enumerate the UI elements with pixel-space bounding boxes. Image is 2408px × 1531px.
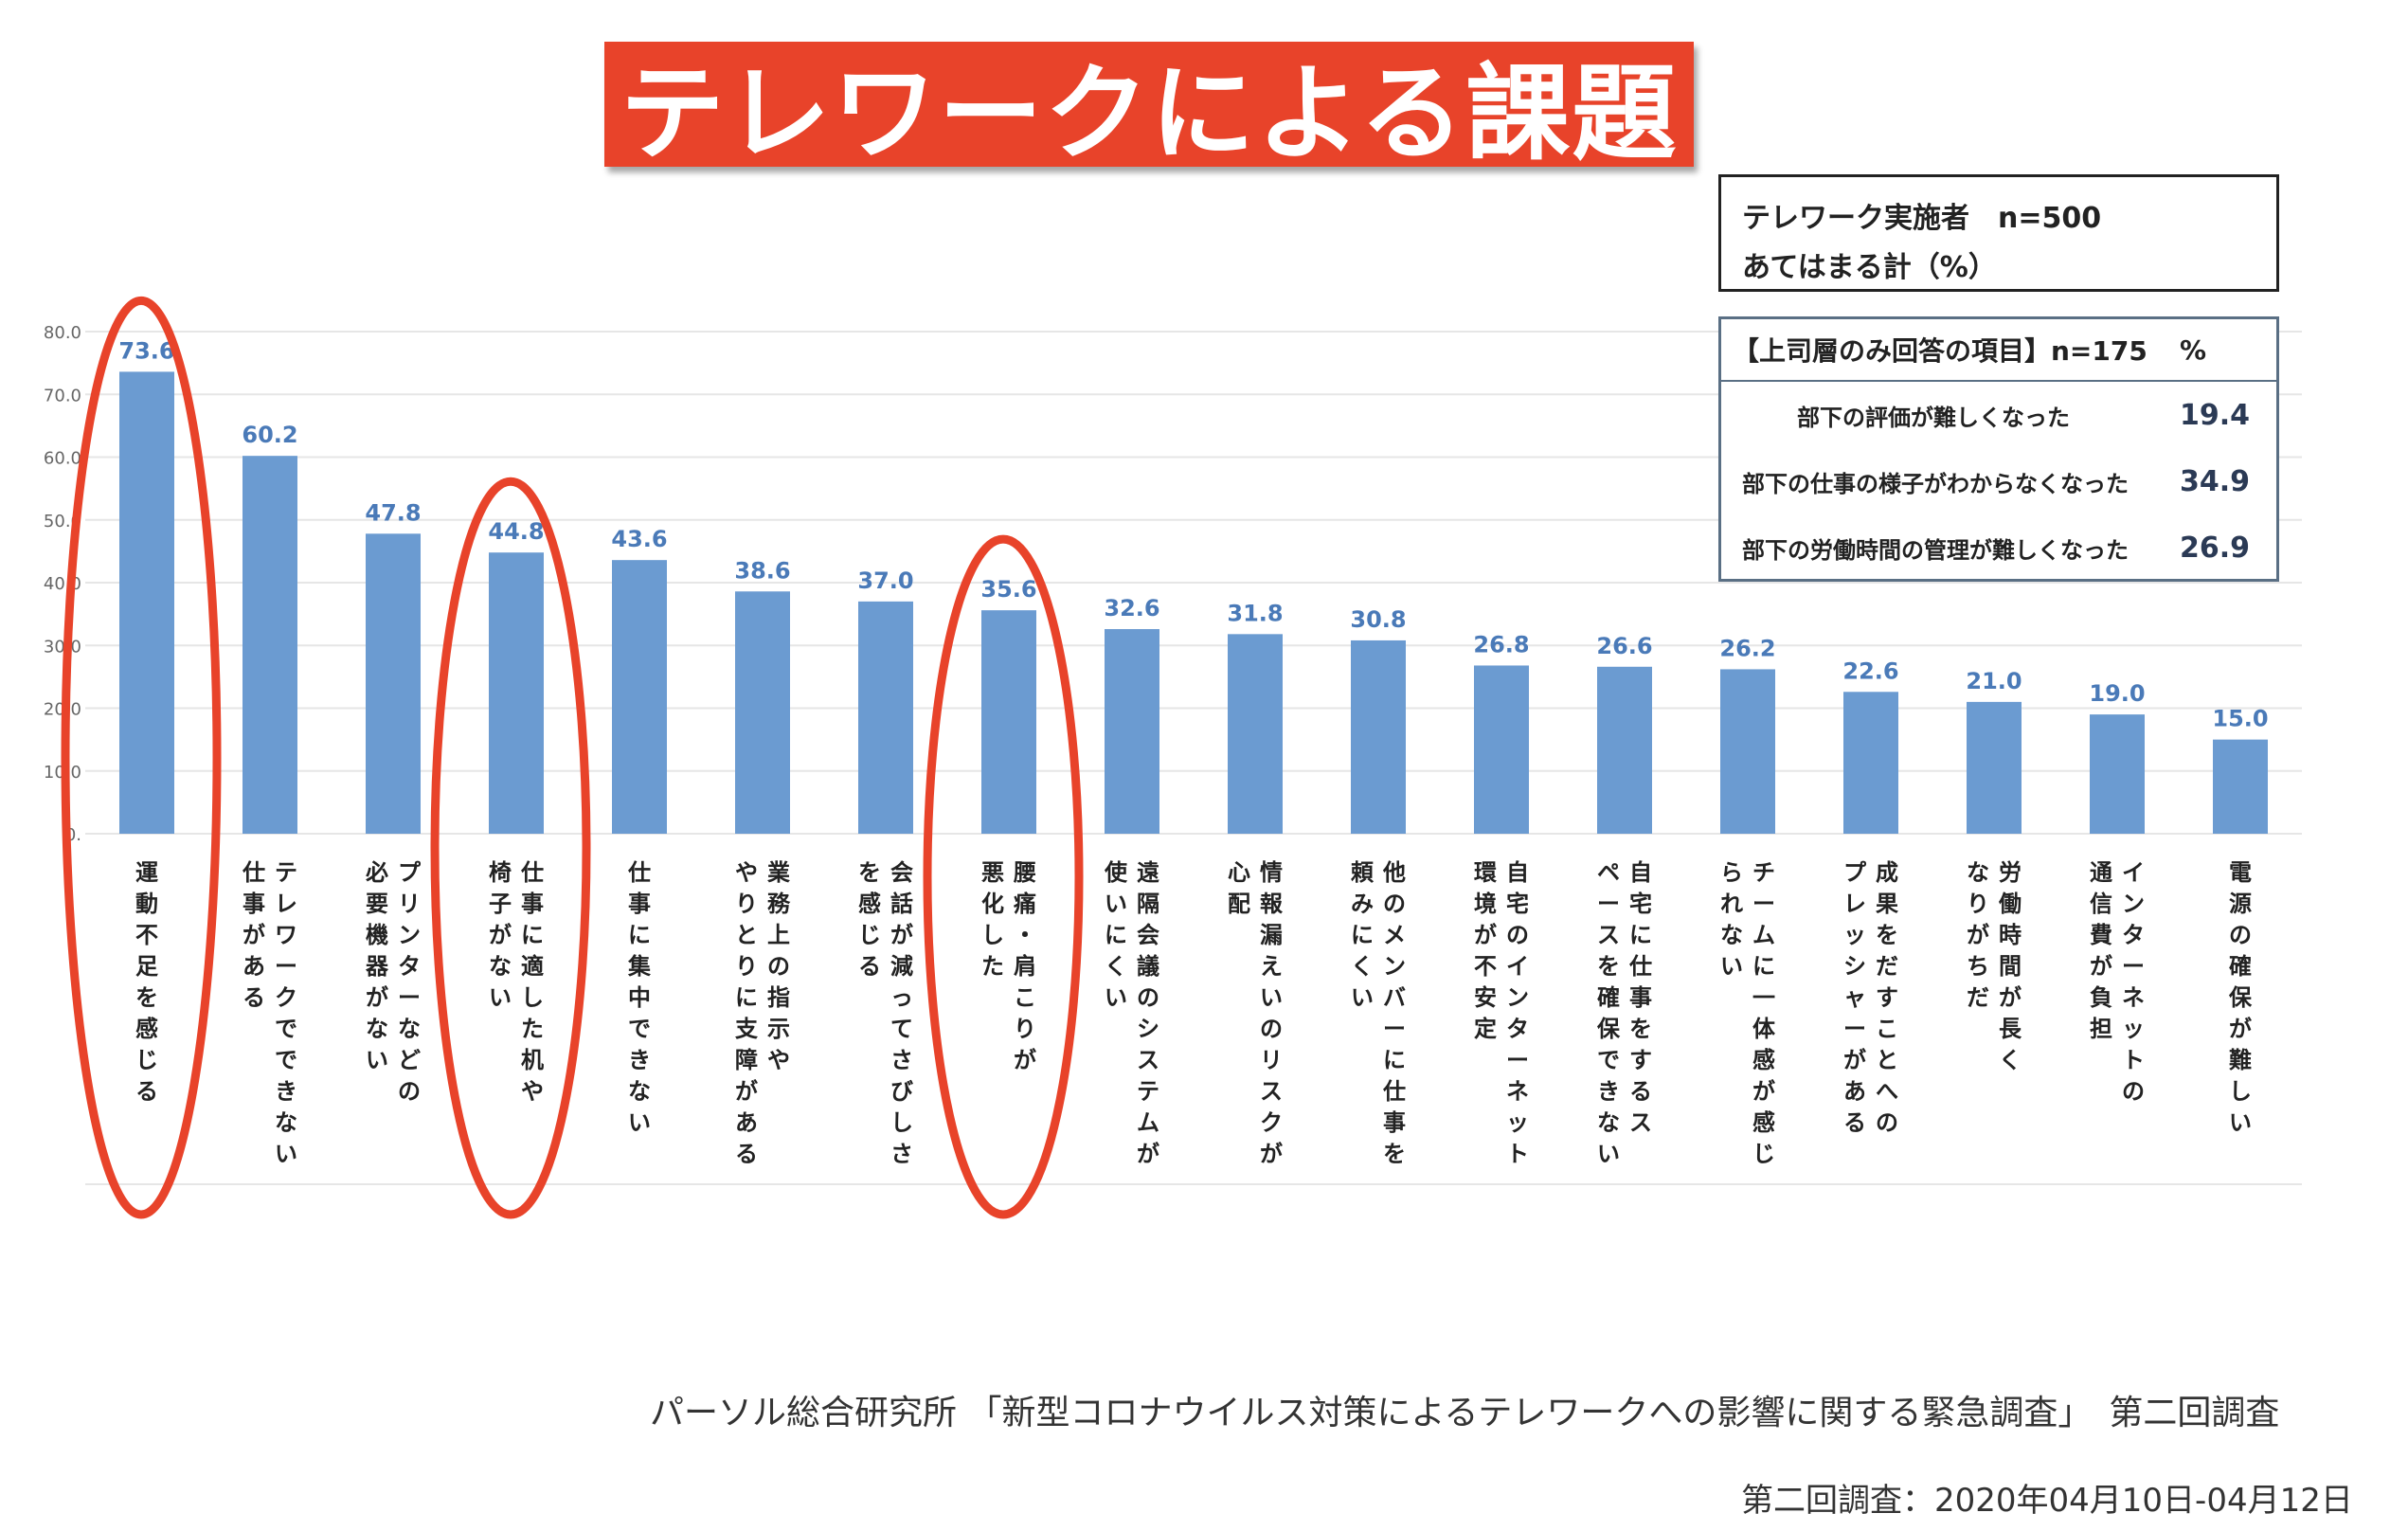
category-label: 業務上の指示や bbox=[767, 859, 791, 1073]
manager-row-label: 部下の労働時間の管理が難しくなった bbox=[1742, 536, 2129, 564]
bar bbox=[119, 371, 174, 834]
bar bbox=[981, 610, 1036, 834]
bar bbox=[2090, 714, 2145, 834]
category-label: テレワークでできない bbox=[275, 859, 297, 1167]
bar bbox=[1351, 639, 1406, 834]
respondent-info-line1: テレワーク実施者 n=500 bbox=[1742, 202, 2102, 235]
bar bbox=[2213, 739, 2268, 834]
bar bbox=[1597, 666, 1652, 834]
category-label: 電源の確保が難しい bbox=[2228, 859, 2253, 1136]
bar-value-label: 38.6 bbox=[734, 557, 790, 584]
category-label: チームに一体感が感じ bbox=[1752, 859, 1776, 1167]
bar-value-label: 26.8 bbox=[1473, 631, 1529, 657]
bar bbox=[1720, 669, 1775, 834]
category-label: なりがちだ bbox=[1967, 859, 1989, 1011]
bar-value-label: 37.0 bbox=[857, 567, 913, 594]
bar-value-label: 15.0 bbox=[2212, 706, 2268, 732]
bar-value-label: 21.0 bbox=[1966, 668, 2022, 694]
highlight-ellipse bbox=[61, 296, 222, 1219]
manager-box-title: 【上司層のみ回答の項目】n=175 bbox=[1733, 335, 2147, 367]
bar bbox=[1843, 692, 1898, 834]
category-label: 情報漏えいのリスクが bbox=[1260, 859, 1284, 1167]
bar bbox=[1967, 701, 2022, 834]
category-label: プリンターなどの bbox=[398, 859, 422, 1105]
respondent-info-box: テレワーク実施者 n=500 あてはまる計（%） bbox=[1718, 174, 2279, 292]
category-label: 会話が減ってさびしさ bbox=[890, 859, 913, 1167]
manager-box-unit: % bbox=[2179, 333, 2206, 366]
category-label: 仕事がある bbox=[242, 859, 265, 1011]
bar bbox=[1474, 665, 1529, 834]
category-label: 自宅に仕事をするス bbox=[1628, 859, 1652, 1136]
category-label: 椅子がない bbox=[489, 859, 512, 1011]
category-label: 心配 bbox=[1228, 859, 1250, 917]
bar-value-label: 73.6 bbox=[118, 337, 174, 364]
category-label: 他のメンバーに仕事を bbox=[1382, 859, 1406, 1167]
title-banner: テレワークによる課題 bbox=[604, 42, 1694, 174]
bar bbox=[735, 591, 790, 834]
category-label: 頼みにくい bbox=[1351, 859, 1375, 1011]
bar bbox=[858, 601, 913, 834]
manager-row-label: 部下の評価が難しくなった bbox=[1797, 404, 2070, 431]
y-tick-label: 60.0 bbox=[44, 449, 81, 469]
bar-value-label: 43.6 bbox=[611, 526, 667, 552]
category-label: プレッシャーがある bbox=[1843, 859, 1867, 1136]
bar-value-label: 44.8 bbox=[488, 518, 544, 545]
manager-row: 部下の評価が難しくなった 19.4 bbox=[1721, 382, 2276, 448]
bar-value-label: 31.8 bbox=[1227, 600, 1283, 626]
highlight-ellipse bbox=[923, 534, 1084, 1219]
category-label: 成果をだすことへの bbox=[1876, 859, 1898, 1136]
bar bbox=[1105, 629, 1159, 834]
bar bbox=[366, 533, 421, 834]
y-tick-label: 30.0 bbox=[44, 637, 81, 657]
manager-row-label: 部下の仕事の様子がわからなくなった bbox=[1742, 470, 2129, 497]
bar bbox=[489, 552, 544, 834]
source-citation: パーソル総合研究所 「新型コロナウイルス対策によるテレワークへの影響に関する緊急… bbox=[650, 1394, 2280, 1432]
bar-value-label: 47.8 bbox=[365, 499, 421, 526]
manager-row-value: 34.9 bbox=[2179, 464, 2251, 498]
category-label: インターネットの bbox=[2122, 859, 2145, 1105]
bar-value-label: 26.2 bbox=[1719, 635, 1775, 661]
manager-row: 部下の仕事の様子がわからなくなった 34.9 bbox=[1721, 448, 2276, 514]
manager-row-value: 26.9 bbox=[2179, 531, 2251, 565]
bar bbox=[612, 560, 667, 834]
highlight-ellipse bbox=[430, 477, 591, 1219]
category-label: 労働時間が長く bbox=[1998, 859, 2022, 1073]
category-label: やりとりに支障がある bbox=[735, 859, 759, 1167]
manager-row-value: 19.4 bbox=[2179, 398, 2251, 432]
y-tick-label: 70.0 bbox=[44, 386, 81, 405]
bar-value-label: 32.6 bbox=[1104, 595, 1159, 621]
chart-title: テレワークによる課題 bbox=[620, 53, 1679, 174]
manager-items-box: 【上司層のみ回答の項目】n=175 % 部下の評価が難しくなった 19.4 部下… bbox=[1718, 316, 2279, 582]
bar-value-label: 19.0 bbox=[2089, 680, 2145, 707]
bar-value-label: 22.6 bbox=[1842, 657, 1898, 684]
category-label: 必要機器がない bbox=[365, 859, 389, 1073]
category-label: 腰痛・肩こりが bbox=[1013, 859, 1036, 1073]
category-label: 自宅のインターネット bbox=[1506, 859, 1529, 1167]
bar bbox=[243, 456, 297, 834]
category-label: 使いにくい bbox=[1104, 859, 1128, 1011]
respondent-info-line2: あてはまる計（%） bbox=[1742, 251, 1997, 284]
y-tick-label: 80.0 bbox=[44, 323, 81, 343]
manager-box-header: 【上司層のみ回答の項目】n=175 % bbox=[1721, 319, 2276, 382]
category-label: 環境が不安定 bbox=[1474, 859, 1498, 1042]
bar-value-label: 60.2 bbox=[242, 422, 297, 448]
category-label: られない bbox=[1720, 859, 1743, 980]
category-label: 仕事に集中できない bbox=[627, 859, 652, 1136]
bar-value-label: 30.8 bbox=[1350, 606, 1406, 633]
bar bbox=[1228, 634, 1283, 834]
bar-value-label: 35.6 bbox=[980, 576, 1036, 603]
category-label: 仕事に適した机や bbox=[520, 859, 544, 1105]
bar-value-label: 26.6 bbox=[1596, 633, 1652, 659]
category-label: 通信費が負担 bbox=[2090, 859, 2112, 1042]
category-label: 遠隔会議のシステムが bbox=[1137, 859, 1159, 1167]
category-label: 運動不足を感じる bbox=[135, 859, 158, 1105]
category-label: を感じる bbox=[858, 859, 881, 980]
survey-date: 第二回調査：2020年04月10日-04月12日 bbox=[1741, 1482, 2353, 1520]
manager-row: 部下の労働時間の管理が難しくなった 26.9 bbox=[1721, 514, 2276, 581]
category-label: 悪化した bbox=[981, 859, 1004, 980]
category-label: ペースを確保できない bbox=[1596, 859, 1621, 1167]
